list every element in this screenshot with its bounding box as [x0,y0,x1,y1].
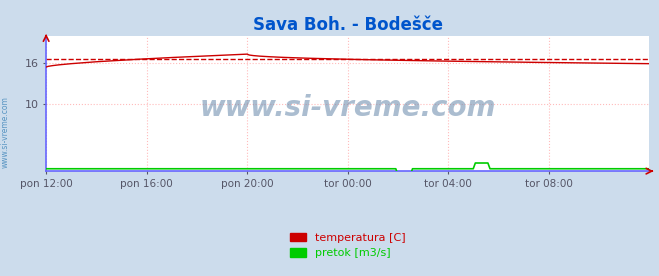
Title: Sava Boh. - Bodešče: Sava Boh. - Bodešče [252,16,443,34]
Text: www.si-vreme.com: www.si-vreme.com [1,97,10,168]
Text: www.si-vreme.com: www.si-vreme.com [200,94,496,121]
Legend: temperatura [C], pretok [m3/s]: temperatura [C], pretok [m3/s] [285,228,410,263]
